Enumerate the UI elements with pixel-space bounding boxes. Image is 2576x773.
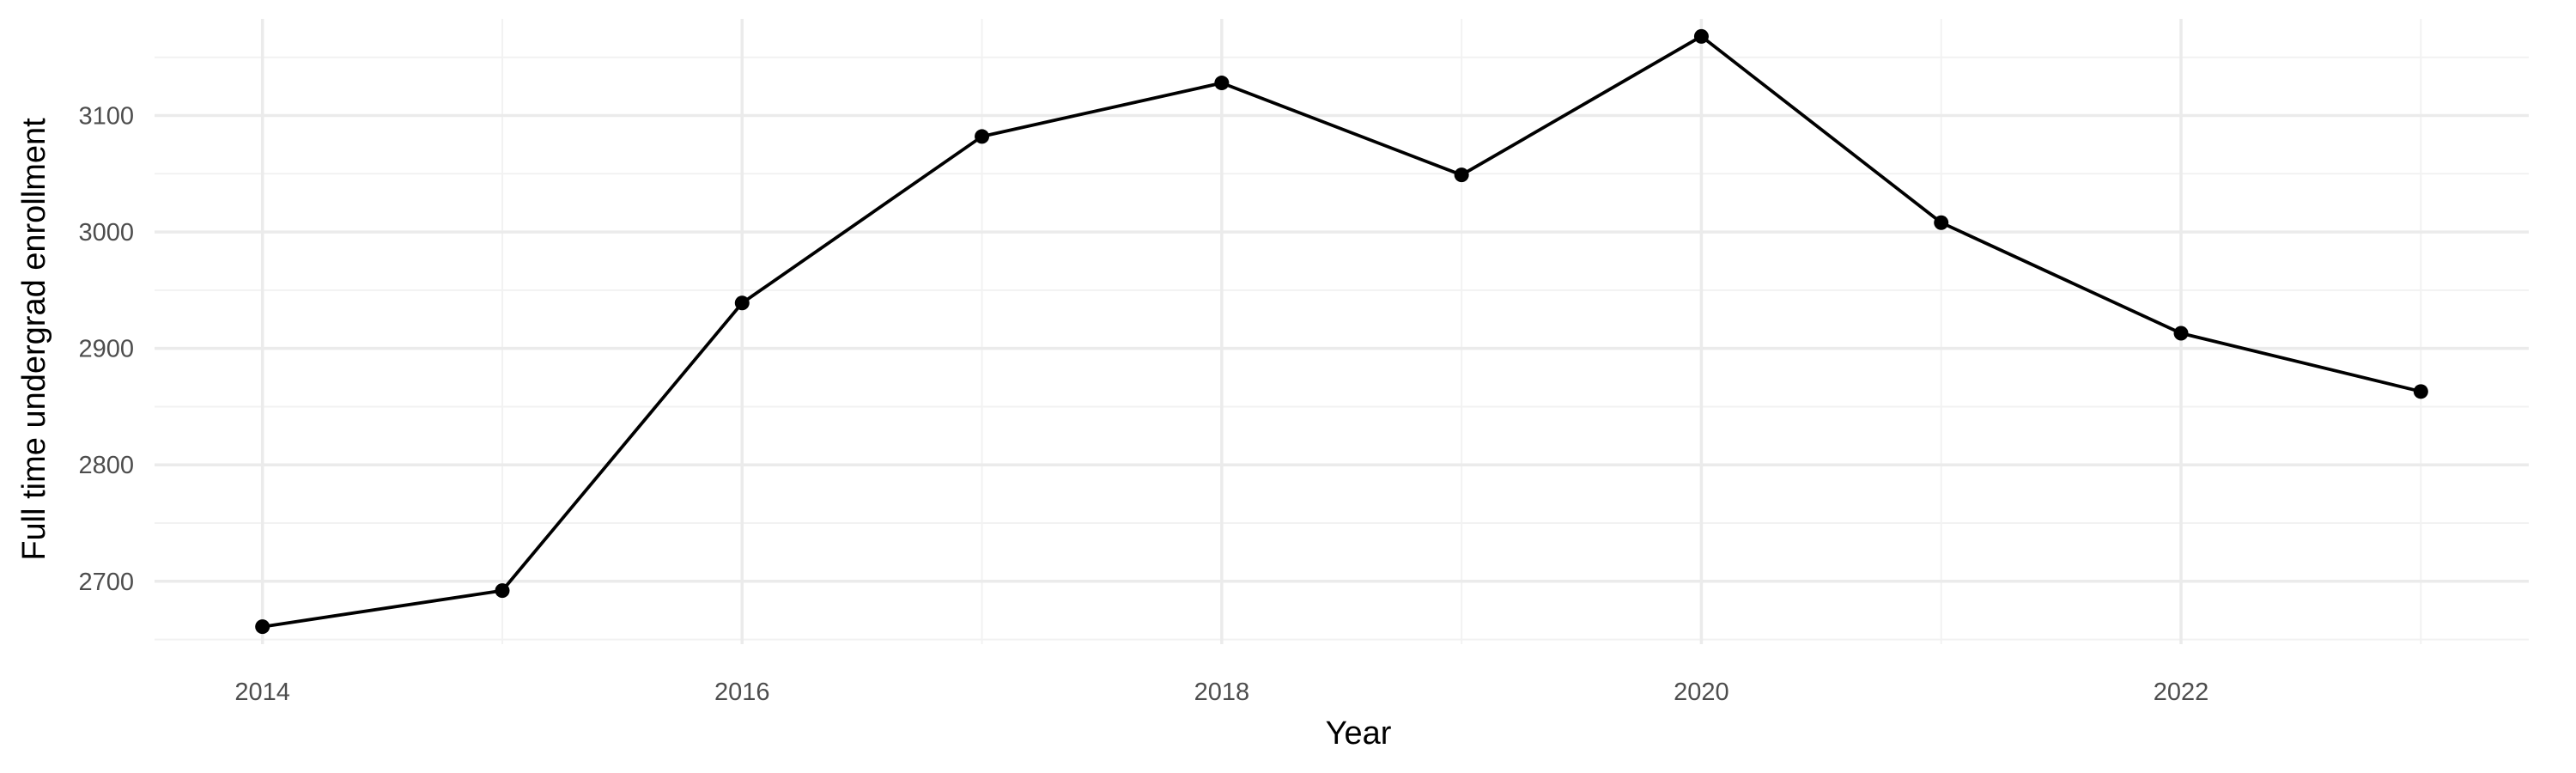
series-line: [262, 34, 2421, 629]
data-point-2017: [975, 129, 990, 144]
minor-gridlines-y: [155, 56, 2529, 641]
y-tick-label: 3000: [78, 219, 134, 247]
x-tick-label: 2022: [2154, 679, 2209, 706]
major-gridlines-x: [260, 19, 2183, 644]
x-tick-label: 2016: [714, 679, 770, 706]
data-point-2014: [255, 619, 270, 635]
series-group: [262, 34, 2421, 629]
data-point-2019: [1454, 167, 1469, 183]
data-point-2018: [1214, 76, 1230, 91]
data-point-2023: [2413, 384, 2428, 399]
data-point-2021: [1934, 215, 1949, 230]
data-point-2022: [2173, 326, 2189, 341]
y-axis-tick-labels: 2700 2800 2900 3000 3100: [78, 103, 134, 596]
y-tick-label: 3100: [78, 103, 134, 131]
y-tick-label: 2700: [78, 569, 134, 596]
x-tick-label: 2018: [1194, 679, 1250, 706]
y-tick-label: 2800: [78, 452, 134, 479]
data-point-2015: [495, 583, 510, 599]
data-point-2016: [734, 295, 750, 311]
x-axis-tick-labels: 2014 2016 2018 2020 2022: [234, 679, 2208, 706]
y-axis-title: Full time undergrad enrollment: [16, 118, 52, 561]
major-gridlines-y: [155, 113, 2529, 583]
x-axis-title: Year: [1326, 715, 1392, 752]
data-point-2020: [1693, 28, 1709, 44]
minor-gridlines-x: [501, 19, 2422, 644]
x-tick-label: 2014: [234, 679, 290, 706]
y-tick-label: 2900: [78, 336, 134, 363]
data-points: [255, 28, 2428, 635]
x-tick-label: 2020: [1674, 679, 1729, 706]
